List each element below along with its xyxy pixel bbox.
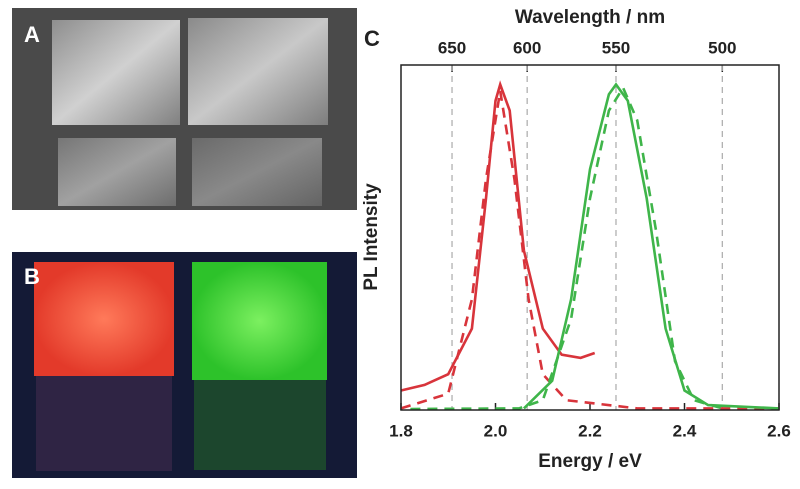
x2-axis-title: Wavelength / nm xyxy=(515,7,665,28)
x-axis-title: Energy / eV xyxy=(538,451,642,472)
x2-tick-label: 550 xyxy=(602,38,630,57)
series-line xyxy=(400,90,779,410)
panel-label: B xyxy=(24,264,40,289)
x-tick-label: 2.0 xyxy=(484,421,508,440)
red-film xyxy=(34,262,174,376)
green-film xyxy=(192,262,327,380)
plot xyxy=(400,65,780,411)
x-tick-label: 2.2 xyxy=(578,421,602,440)
x2-tick-label: 600 xyxy=(513,38,541,57)
panel-label: A xyxy=(24,22,40,47)
x-tick-label: 1.8 xyxy=(389,421,413,440)
x-tick-label: 2.4 xyxy=(673,421,697,440)
green-film-shadow xyxy=(194,380,326,470)
sheet xyxy=(52,20,180,125)
y-axis-title: PL Intensity xyxy=(361,183,382,291)
panel-label: C xyxy=(364,26,380,51)
sheet xyxy=(188,18,328,125)
sheet xyxy=(192,138,322,206)
series-line xyxy=(522,82,780,410)
series-line xyxy=(400,80,596,392)
x2-tick-label: 650 xyxy=(438,38,466,57)
x-tick-label: 2.6 xyxy=(767,421,791,440)
plot-frame xyxy=(400,64,780,411)
series-line xyxy=(410,85,723,411)
red-film-shadow xyxy=(36,376,172,471)
sheet xyxy=(58,138,176,206)
x2-tick-label: 500 xyxy=(708,38,736,57)
